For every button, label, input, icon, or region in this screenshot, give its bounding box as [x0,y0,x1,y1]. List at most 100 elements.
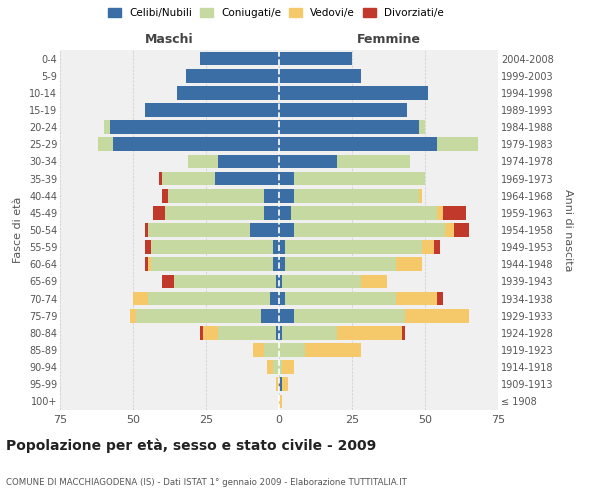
Bar [279,394,282,408]
Bar [419,120,425,134]
Bar [285,240,422,254]
Bar [215,172,279,185]
Bar [104,120,110,134]
Bar [282,378,288,391]
Bar [218,154,279,168]
Bar [268,360,273,374]
Bar [110,120,279,134]
Bar [279,378,282,391]
Bar [165,206,265,220]
Bar [113,138,279,151]
Bar [130,309,136,322]
Bar [279,86,428,100]
Bar [276,326,279,340]
Bar [404,309,469,322]
Bar [162,274,174,288]
Bar [282,326,337,340]
Bar [434,240,440,254]
Bar [279,240,285,254]
Bar [276,274,279,288]
Bar [361,274,387,288]
Bar [136,309,262,322]
Bar [305,343,361,357]
Bar [419,189,422,202]
Bar [285,292,396,306]
Bar [279,52,352,66]
Bar [290,206,437,220]
Bar [148,258,151,271]
Bar [148,292,270,306]
Legend: Celibi/Nubili, Coniugati/e, Vedovi/e, Divorziati/e: Celibi/Nubili, Coniugati/e, Vedovi/e, Di… [108,8,444,18]
Bar [218,326,276,340]
Bar [168,189,265,202]
Bar [133,292,148,306]
Bar [151,240,273,254]
Bar [145,240,151,254]
Bar [279,69,361,82]
Bar [177,86,279,100]
Bar [174,274,276,288]
Bar [437,138,478,151]
Bar [293,223,445,237]
Bar [185,69,279,82]
Bar [98,138,113,151]
Bar [396,292,437,306]
Bar [279,154,337,168]
Bar [282,360,293,374]
Bar [265,343,279,357]
Bar [437,206,443,220]
Bar [200,52,279,66]
Bar [279,138,437,151]
Bar [162,172,215,185]
Bar [162,189,168,202]
Bar [445,223,454,237]
Bar [443,206,466,220]
Bar [279,206,290,220]
Bar [279,309,293,322]
Bar [279,360,282,374]
Bar [270,292,279,306]
Bar [145,223,148,237]
Text: COMUNE DI MACCHIAGODENA (IS) - Dati ISTAT 1° gennaio 2009 - Elaborazione TUTTITA: COMUNE DI MACCHIAGODENA (IS) - Dati ISTA… [6,478,407,487]
Bar [279,258,285,271]
Bar [293,309,404,322]
Bar [279,189,293,202]
Bar [279,103,407,117]
Text: Femmine: Femmine [356,34,421,46]
Bar [279,326,282,340]
Bar [159,172,162,185]
Bar [250,223,279,237]
Y-axis label: Anni di nascita: Anni di nascita [563,188,573,271]
Bar [145,258,148,271]
Bar [145,103,279,117]
Y-axis label: Fasce di età: Fasce di età [13,197,23,263]
Bar [154,206,165,220]
Bar [285,258,396,271]
Bar [262,309,279,322]
Bar [401,326,404,340]
Bar [293,172,425,185]
Bar [279,343,305,357]
Bar [279,292,285,306]
Bar [273,240,279,254]
Bar [279,172,293,185]
Bar [203,326,218,340]
Text: Maschi: Maschi [145,34,194,46]
Bar [265,206,279,220]
Bar [265,189,279,202]
Bar [148,223,250,237]
Bar [279,274,282,288]
Bar [422,240,434,254]
Bar [337,154,410,168]
Bar [282,274,361,288]
Bar [279,223,293,237]
Bar [188,154,218,168]
Bar [276,378,279,391]
Bar [253,343,265,357]
Bar [279,120,419,134]
Bar [273,258,279,271]
Bar [396,258,422,271]
Text: Popolazione per età, sesso e stato civile - 2009: Popolazione per età, sesso e stato civil… [6,438,376,453]
Bar [337,326,401,340]
Bar [454,223,469,237]
